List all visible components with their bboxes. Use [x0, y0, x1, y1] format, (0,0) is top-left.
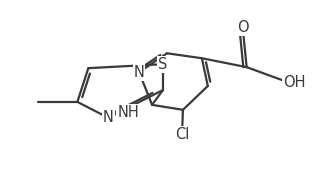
Text: OH: OH	[283, 75, 305, 90]
Text: Cl: Cl	[175, 127, 189, 142]
Text: NH: NH	[117, 105, 139, 120]
Text: N: N	[134, 65, 144, 80]
Text: N: N	[103, 110, 114, 125]
Text: O: O	[237, 20, 248, 35]
Text: S: S	[158, 57, 168, 72]
